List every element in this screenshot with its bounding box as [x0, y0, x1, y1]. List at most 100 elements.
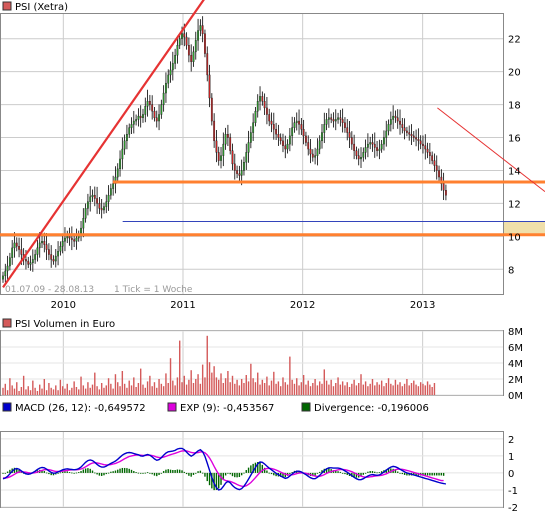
volume-bar: [218, 379, 220, 395]
macd-y-tick-label: 0: [508, 469, 514, 480]
candle-body: [256, 101, 259, 112]
volume-bars: [2, 335, 436, 395]
volume-bar: [117, 382, 119, 395]
candle-body: [98, 203, 101, 209]
candle-body: [311, 153, 314, 158]
divergence-bar: [236, 472, 238, 478]
volume-bar: [360, 374, 362, 395]
divergence-bar: [87, 468, 89, 473]
candle-body: [151, 104, 154, 112]
volume-bar: [433, 383, 436, 395]
candle-body: [27, 260, 30, 265]
divergence-bar: [362, 472, 365, 475]
volume-bar: [188, 379, 190, 395]
divergence-bar: [390, 468, 392, 473]
candle-body: [424, 145, 427, 150]
volume-bar: [96, 386, 98, 395]
divergence-bar: [298, 471, 300, 473]
divergence-bar: [73, 472, 75, 474]
candle-body: [291, 127, 294, 137]
divergence-bar: [112, 471, 114, 473]
divergence-bar: [266, 470, 268, 473]
divergence-bar: [71, 472, 73, 474]
candle-body: [116, 168, 119, 178]
candle-body: [259, 96, 261, 102]
candle-body: [158, 114, 160, 122]
divergence-bar: [337, 471, 339, 473]
divergence-bar: [89, 468, 91, 473]
candle-body: [275, 129, 278, 135]
candle-body: [126, 134, 128, 142]
price-y-tick-label: 8: [508, 265, 514, 276]
candle-body: [47, 249, 50, 255]
divergence-bar: [197, 471, 199, 473]
volume-bar: [282, 377, 284, 395]
divergence-bar: [263, 467, 266, 473]
volume-bar: [32, 380, 34, 395]
macd-legend-swatch: [2, 402, 12, 412]
price-y-tick-label: 22: [508, 35, 521, 46]
candle-body: [316, 148, 319, 156]
divergence-bar: [64, 471, 66, 473]
volume-bar: [307, 380, 309, 395]
candle-body: [350, 137, 353, 145]
exp-legend-swatch: [167, 402, 177, 412]
divergence-bar: [275, 472, 277, 477]
divergence-bar: [401, 472, 404, 475]
volume-bar: [89, 387, 91, 395]
divergence-bar: [318, 471, 321, 473]
candle-body: [293, 122, 296, 128]
divergence-bar: [59, 472, 62, 474]
volume-bar: [206, 335, 208, 395]
volume-bar: [341, 381, 344, 395]
volume-bar: [302, 375, 305, 395]
divergence-bar: [273, 472, 275, 476]
volume-bar: [250, 363, 252, 395]
volume-bar: [399, 382, 401, 395]
divergence-bar: [339, 471, 342, 473]
divergence-bar: [229, 472, 231, 475]
volume-bar: [185, 384, 188, 395]
candle-body: [300, 124, 303, 130]
volume-bar: [213, 366, 215, 395]
candle-body: [91, 194, 94, 198]
divergence-bar: [128, 468, 130, 473]
divergence-bar: [183, 471, 186, 473]
divergence-bar: [41, 470, 43, 473]
candle-body: [392, 115, 395, 120]
volume-bar: [279, 386, 282, 395]
candle-body: [18, 246, 20, 250]
divergence-bar: [48, 472, 50, 475]
divergence-bar: [344, 472, 346, 475]
volume-bar: [146, 381, 149, 395]
price-y-tick-label: 16: [508, 134, 521, 145]
volume-bar: [105, 385, 107, 395]
volume-bar: [245, 375, 247, 395]
volume-bar: [257, 372, 259, 395]
divergence-bar: [394, 470, 397, 473]
divergence-bar: [442, 472, 445, 476]
divergence-legend-swatch: [301, 402, 311, 412]
candle-body: [426, 148, 429, 153]
volume-bar: [424, 385, 426, 395]
divergence-bar: [268, 472, 270, 474]
divergence-bar: [355, 472, 358, 478]
divergence-bar: [374, 471, 376, 473]
candle-body: [144, 106, 147, 115]
macd-legend-label: MACD (26, 12): -0,649572: [15, 403, 146, 414]
candle-body: [45, 244, 48, 250]
volume-bar: [50, 387, 52, 395]
divergence-bar: [224, 472, 227, 476]
volume-bar: [61, 386, 64, 395]
divergence-bar: [96, 472, 98, 475]
volume-y-tick-label: 8M: [508, 327, 523, 338]
volume-bar: [369, 383, 371, 395]
candle-body: [231, 150, 234, 165]
divergence-bar: [328, 468, 330, 473]
volume-bar: [153, 382, 156, 395]
candle-body: [270, 120, 273, 125]
divergence-bar: [2, 472, 4, 474]
divergence-bar: [50, 472, 52, 476]
candle-body: [389, 119, 392, 125]
volume-bar: [353, 379, 355, 395]
